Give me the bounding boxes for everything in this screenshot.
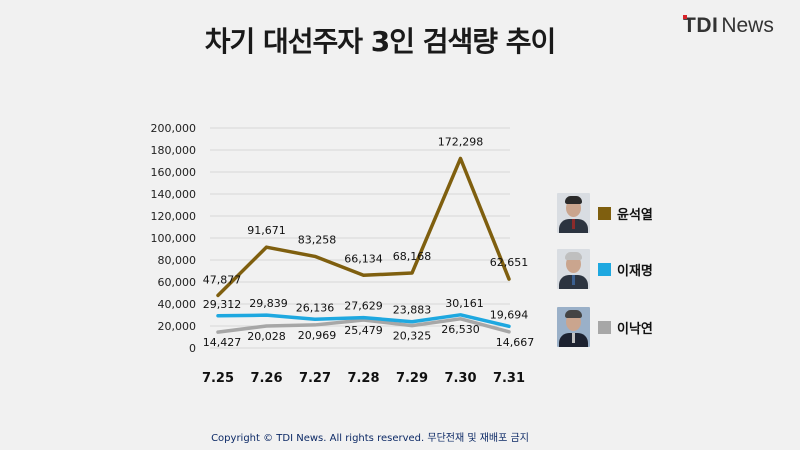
data-label: 62,651 [490,256,529,269]
data-label: 68,168 [393,250,432,263]
logo-news: News [721,14,774,37]
data-label: 20,028 [247,330,286,343]
y-tick-label: 0 [189,342,196,355]
data-label: 25,479 [344,324,383,337]
x-tick-label: 7.30 [444,371,476,386]
logo-mark-icon [683,15,687,19]
y-tick-label: 200,000 [151,122,197,135]
legend-item-yoon: 윤석열 [557,193,653,233]
legend-item-lee-ny: 이낙연 [557,307,653,347]
data-label: 26,530 [441,323,480,336]
data-label: 172,298 [438,135,484,148]
x-tick-label: 7.25 [202,371,234,386]
person-photo-icon [557,307,590,347]
data-label: 26,136 [296,301,335,314]
series-line-2 [216,317,511,334]
data-label: 23,883 [393,304,432,317]
data-label: 29,839 [249,297,288,310]
y-tick-label: 100,000 [151,232,197,245]
x-tick-label: 7.29 [396,371,428,386]
legend-label: 이재명 [617,263,653,279]
y-tick-label: 180,000 [151,144,197,157]
data-label: 27,629 [344,300,383,313]
legend-swatch [598,206,611,220]
data-label: 47,877 [203,273,242,286]
y-tick-label: 140,000 [151,188,197,201]
data-label: 14,427 [203,336,242,349]
legend-swatch [598,262,611,276]
y-tick-label: 120,000 [151,210,197,223]
data-label: 29,312 [203,298,242,311]
copyright-footer: Copyright © TDI News. All rights reserve… [211,433,529,444]
legend-label: 이낙연 [617,321,653,337]
x-tick-label: 7.27 [299,371,331,386]
y-tick-label: 40,000 [158,298,197,311]
legend-swatch [598,320,611,334]
logo-tdi: TDI [683,14,719,37]
y-tick-label: 60,000 [158,276,197,289]
x-tick-label: 7.31 [493,371,525,386]
data-label: 83,258 [298,233,337,246]
data-label: 20,325 [393,330,432,343]
y-tick-label: 20,000 [158,320,197,333]
data-label: 19,694 [490,308,529,321]
chart-title: 차기 대선주자 3인 검색량 추이 [204,25,557,58]
brand-logo: TDI News [683,14,774,38]
y-tick-label: 160,000 [151,166,197,179]
data-label: 91,671 [247,224,286,237]
x-tick-label: 7.26 [250,371,282,386]
person-photo-icon [557,249,590,289]
data-label: 66,134 [344,252,383,265]
series-line-0 [216,156,511,298]
data-label: 30,161 [445,297,484,310]
person-photo-icon [557,193,590,233]
legend-item-lee-jm: 이재명 [557,249,653,289]
series-line-1 [216,313,511,329]
legend-label: 윤석열 [617,207,653,223]
x-tick-label: 7.28 [347,371,379,386]
data-label: 14,667 [496,336,535,349]
data-label: 20,969 [298,329,337,342]
y-tick-label: 80,000 [158,254,197,267]
